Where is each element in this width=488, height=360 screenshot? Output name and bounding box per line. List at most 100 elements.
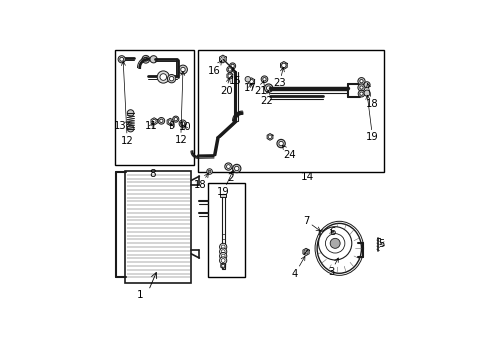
Circle shape bbox=[219, 252, 226, 260]
Circle shape bbox=[363, 90, 369, 96]
Circle shape bbox=[262, 77, 265, 81]
Circle shape bbox=[226, 165, 230, 168]
Text: 21: 21 bbox=[253, 81, 266, 96]
Circle shape bbox=[278, 141, 283, 146]
Text: 12: 12 bbox=[121, 62, 133, 146]
Circle shape bbox=[221, 250, 224, 253]
Text: 22: 22 bbox=[260, 90, 272, 107]
Circle shape bbox=[264, 84, 272, 92]
Text: 17: 17 bbox=[244, 82, 257, 93]
Bar bbox=[207, 183, 244, 278]
Text: 5: 5 bbox=[377, 239, 384, 249]
Text: 6: 6 bbox=[328, 227, 335, 237]
Ellipse shape bbox=[314, 221, 363, 275]
Circle shape bbox=[221, 258, 224, 262]
Circle shape bbox=[224, 163, 232, 170]
Circle shape bbox=[363, 82, 369, 88]
Circle shape bbox=[172, 116, 179, 122]
Circle shape bbox=[230, 64, 234, 68]
Text: 3: 3 bbox=[327, 258, 338, 277]
Text: 23: 23 bbox=[273, 67, 285, 89]
Text: 7: 7 bbox=[302, 216, 320, 231]
Text: 10: 10 bbox=[178, 122, 191, 132]
Text: 20: 20 bbox=[220, 78, 232, 96]
Bar bbox=[115, 50, 193, 165]
Text: 2: 2 bbox=[227, 174, 233, 184]
Text: 15: 15 bbox=[228, 68, 241, 86]
Circle shape bbox=[261, 76, 267, 82]
Bar bbox=[125, 171, 191, 283]
Circle shape bbox=[174, 117, 177, 121]
Circle shape bbox=[178, 65, 187, 74]
Circle shape bbox=[318, 227, 351, 260]
Circle shape bbox=[329, 238, 340, 248]
Text: 9: 9 bbox=[168, 121, 174, 131]
Ellipse shape bbox=[317, 223, 361, 273]
Circle shape bbox=[281, 63, 285, 68]
Circle shape bbox=[325, 234, 344, 253]
Circle shape bbox=[281, 63, 285, 68]
Circle shape bbox=[150, 56, 157, 63]
Circle shape bbox=[359, 86, 363, 89]
Circle shape bbox=[219, 243, 226, 251]
Circle shape bbox=[267, 135, 271, 139]
Text: 19: 19 bbox=[216, 170, 233, 197]
Circle shape bbox=[120, 57, 123, 61]
Circle shape bbox=[179, 120, 186, 127]
Text: 8: 8 bbox=[149, 169, 156, 179]
Circle shape bbox=[228, 68, 231, 71]
Circle shape bbox=[357, 77, 365, 85]
Text: 14: 14 bbox=[300, 172, 313, 182]
Circle shape bbox=[221, 264, 224, 267]
Circle shape bbox=[142, 55, 149, 63]
Circle shape bbox=[333, 230, 337, 234]
Bar bbox=[221, 194, 224, 269]
Circle shape bbox=[244, 76, 250, 82]
Text: 19: 19 bbox=[365, 95, 378, 143]
Text: 18: 18 bbox=[194, 174, 208, 190]
Circle shape bbox=[221, 245, 224, 249]
Circle shape bbox=[208, 170, 210, 173]
Text: 18: 18 bbox=[366, 83, 378, 109]
Circle shape bbox=[276, 139, 285, 148]
Circle shape bbox=[169, 76, 173, 81]
Circle shape bbox=[219, 248, 226, 255]
Circle shape bbox=[226, 67, 232, 73]
Text: 12: 12 bbox=[174, 71, 187, 145]
Circle shape bbox=[127, 125, 134, 132]
Circle shape bbox=[234, 166, 239, 171]
Bar bbox=[198, 50, 383, 172]
Circle shape bbox=[152, 120, 156, 123]
Circle shape bbox=[359, 80, 363, 83]
Circle shape bbox=[127, 110, 134, 116]
Circle shape bbox=[221, 254, 224, 258]
Circle shape bbox=[181, 122, 184, 126]
Circle shape bbox=[118, 56, 125, 63]
Bar bbox=[220, 194, 225, 197]
Circle shape bbox=[266, 86, 270, 90]
Text: 1: 1 bbox=[136, 290, 143, 300]
Circle shape bbox=[143, 57, 147, 61]
Text: 4: 4 bbox=[291, 256, 305, 279]
Circle shape bbox=[304, 250, 307, 254]
Circle shape bbox=[357, 90, 364, 97]
Text: 16: 16 bbox=[207, 61, 221, 76]
Circle shape bbox=[206, 169, 212, 174]
Circle shape bbox=[168, 120, 172, 124]
Circle shape bbox=[249, 80, 253, 84]
Circle shape bbox=[357, 84, 365, 91]
Circle shape bbox=[158, 117, 164, 124]
Circle shape bbox=[219, 257, 226, 264]
Text: 24: 24 bbox=[282, 145, 295, 159]
Circle shape bbox=[181, 67, 185, 72]
Circle shape bbox=[157, 71, 169, 83]
Circle shape bbox=[320, 231, 323, 235]
Circle shape bbox=[232, 164, 241, 173]
Circle shape bbox=[227, 74, 231, 78]
Circle shape bbox=[229, 63, 235, 69]
Circle shape bbox=[220, 57, 224, 61]
Circle shape bbox=[167, 75, 175, 83]
Text: 11: 11 bbox=[145, 121, 158, 131]
Text: 13: 13 bbox=[114, 121, 129, 131]
Circle shape bbox=[160, 119, 163, 122]
